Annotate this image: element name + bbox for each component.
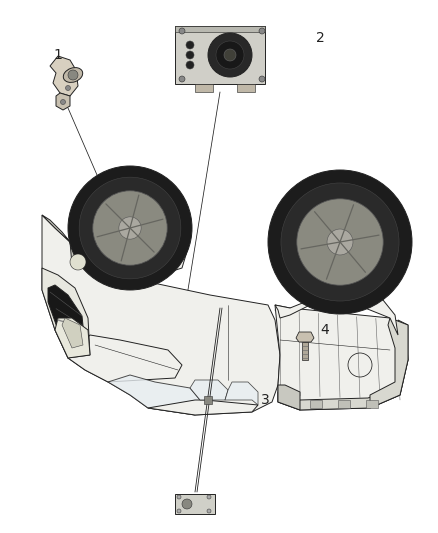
Circle shape xyxy=(268,170,412,314)
Circle shape xyxy=(327,229,353,255)
Polygon shape xyxy=(278,385,400,410)
Circle shape xyxy=(259,76,265,82)
Polygon shape xyxy=(148,400,258,415)
Circle shape xyxy=(207,495,211,499)
Circle shape xyxy=(297,199,383,285)
Polygon shape xyxy=(190,380,228,400)
Polygon shape xyxy=(62,318,83,348)
Polygon shape xyxy=(42,215,88,268)
Bar xyxy=(195,84,213,92)
Text: 2: 2 xyxy=(316,31,325,45)
Polygon shape xyxy=(395,320,408,395)
Circle shape xyxy=(216,41,244,69)
Polygon shape xyxy=(296,332,314,342)
Polygon shape xyxy=(225,382,258,405)
Polygon shape xyxy=(278,385,300,410)
Polygon shape xyxy=(275,292,398,335)
Circle shape xyxy=(93,191,167,265)
Circle shape xyxy=(60,100,66,104)
Polygon shape xyxy=(48,285,85,348)
Polygon shape xyxy=(70,212,188,278)
Circle shape xyxy=(179,76,185,82)
Polygon shape xyxy=(68,335,182,382)
Circle shape xyxy=(259,28,265,34)
Text: 1: 1 xyxy=(53,48,63,62)
Polygon shape xyxy=(42,268,90,358)
Circle shape xyxy=(186,41,194,49)
Text: 4: 4 xyxy=(321,323,329,337)
Circle shape xyxy=(281,183,399,301)
Circle shape xyxy=(207,509,211,513)
Ellipse shape xyxy=(64,68,83,83)
Circle shape xyxy=(119,217,141,239)
Polygon shape xyxy=(56,93,70,110)
Circle shape xyxy=(182,499,192,509)
Circle shape xyxy=(186,61,194,69)
Circle shape xyxy=(177,509,181,513)
Polygon shape xyxy=(370,318,408,408)
Bar xyxy=(237,84,255,92)
Bar xyxy=(175,26,265,32)
Polygon shape xyxy=(108,375,200,415)
Bar xyxy=(302,342,308,360)
Polygon shape xyxy=(55,318,90,358)
Circle shape xyxy=(186,51,194,59)
Circle shape xyxy=(68,166,192,290)
Circle shape xyxy=(208,33,252,77)
Circle shape xyxy=(179,28,185,34)
Bar xyxy=(175,494,215,514)
Circle shape xyxy=(224,49,236,61)
Text: 3: 3 xyxy=(261,393,269,407)
Circle shape xyxy=(70,254,86,270)
Bar xyxy=(175,26,265,84)
Circle shape xyxy=(68,70,78,80)
Bar xyxy=(338,400,350,408)
Polygon shape xyxy=(50,56,78,96)
Polygon shape xyxy=(275,305,408,410)
Polygon shape xyxy=(42,215,280,415)
Bar xyxy=(204,396,212,404)
Circle shape xyxy=(66,85,71,91)
Circle shape xyxy=(79,177,181,279)
Bar xyxy=(310,400,322,408)
Circle shape xyxy=(177,495,181,499)
Bar xyxy=(366,400,378,408)
